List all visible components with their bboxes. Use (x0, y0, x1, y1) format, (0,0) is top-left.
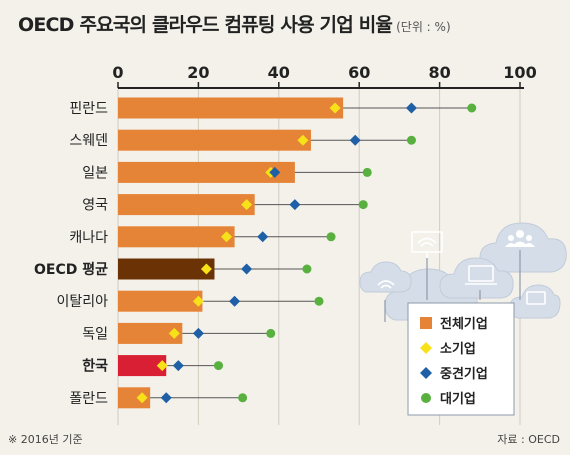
category-label: 독일 (82, 326, 108, 342)
legend-label: 중견기업 (440, 366, 488, 382)
point-mid-enterprise (257, 231, 269, 243)
bar (118, 258, 215, 280)
point-mid-enterprise (289, 199, 301, 211)
point-large-enterprise (238, 393, 248, 403)
legend-swatch (420, 342, 432, 354)
legend-swatch (421, 393, 431, 403)
point-mid-enterprise (229, 295, 241, 307)
legend-label: 전체기업 (440, 316, 488, 332)
wifi-icon (417, 237, 437, 247)
x-tick-label: 60 (348, 63, 370, 82)
bar (118, 355, 167, 377)
bar (118, 194, 255, 216)
chart-title: OECD 주요국의 클라우드 컴퓨팅 사용 기업 비율 (18, 14, 393, 36)
laptop-icon (468, 265, 494, 282)
category-label: 핀란드 (69, 101, 108, 117)
point-mid-enterprise (269, 166, 281, 178)
legend-swatch (420, 317, 432, 329)
point-small-enterprise (297, 134, 309, 146)
category-label: OECD 평균 (34, 261, 108, 278)
point-large-enterprise (326, 232, 336, 242)
cloud-icon (439, 257, 514, 299)
point-large-enterprise (362, 167, 372, 177)
point-large-enterprise (314, 296, 324, 306)
bar (118, 161, 295, 183)
category-label: 한국 (82, 359, 108, 375)
monitor-icon (411, 231, 443, 253)
category-label: 일본 (82, 165, 108, 181)
footnote: ※ 2016년 기준 (8, 433, 83, 446)
legend-label: 대기업 (440, 392, 476, 407)
x-tick-label: 40 (268, 63, 290, 82)
bar (118, 322, 183, 344)
point-mid-enterprise (241, 263, 253, 275)
bar (118, 129, 311, 151)
category-label: 폴란드 (69, 391, 108, 407)
point-small-enterprise (168, 327, 180, 339)
category-label: 이탈리아 (56, 294, 108, 310)
bar (118, 290, 203, 312)
point-mid-enterprise (192, 327, 204, 339)
point-small-enterprise (221, 231, 233, 243)
x-tick-label: 100 (503, 63, 536, 82)
point-large-enterprise (406, 135, 416, 145)
point-small-enterprise (200, 263, 212, 275)
point-small-enterprise (329, 102, 341, 114)
point-small-enterprise (192, 295, 204, 307)
x-tick-label: 20 (187, 63, 209, 82)
unit-label: (단위 : %) (396, 20, 451, 34)
title-row: OECD 주요국의 클라우드 컴퓨팅 사용 기업 비율 (단위 : %) (18, 10, 451, 37)
point-large-enterprise (266, 328, 276, 338)
category-label: 캐나다 (69, 230, 108, 246)
point-small-enterprise (241, 199, 253, 211)
cloud-icon (359, 261, 412, 293)
point-mid-enterprise (405, 102, 417, 114)
screen-icon (526, 291, 546, 305)
wifi-icon (377, 280, 395, 289)
bar (118, 226, 235, 248)
point-mid-enterprise (349, 134, 361, 146)
cloud-icon (509, 284, 561, 319)
bar (118, 97, 344, 119)
legend-swatch (420, 367, 432, 379)
point-large-enterprise (214, 361, 223, 371)
legend-label: 소기업 (440, 342, 476, 357)
x-tick-label: 0 (112, 63, 123, 82)
point-large-enterprise (358, 200, 368, 210)
point-large-enterprise (302, 264, 312, 274)
source-label: 자료 : OECD (497, 433, 560, 446)
users-icon (505, 230, 535, 247)
point-large-enterprise (467, 103, 477, 113)
category-label: 영국 (82, 198, 108, 214)
point-mid-enterprise (172, 360, 184, 372)
point-small-enterprise (156, 360, 168, 372)
point-small-enterprise (136, 392, 148, 404)
point-mid-enterprise (160, 392, 172, 404)
x-tick-label: 80 (428, 63, 450, 82)
category-label: 스웨덴 (69, 133, 108, 149)
